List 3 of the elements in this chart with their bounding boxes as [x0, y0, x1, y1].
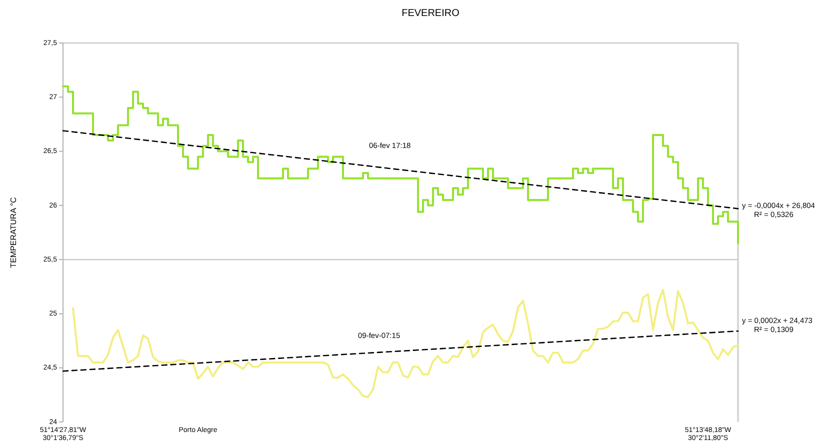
line-series	[72, 288, 739, 398]
y-axis-title: TEMPERATURA °C	[9, 196, 18, 268]
chart-title: FEVEREIRO	[402, 8, 460, 19]
